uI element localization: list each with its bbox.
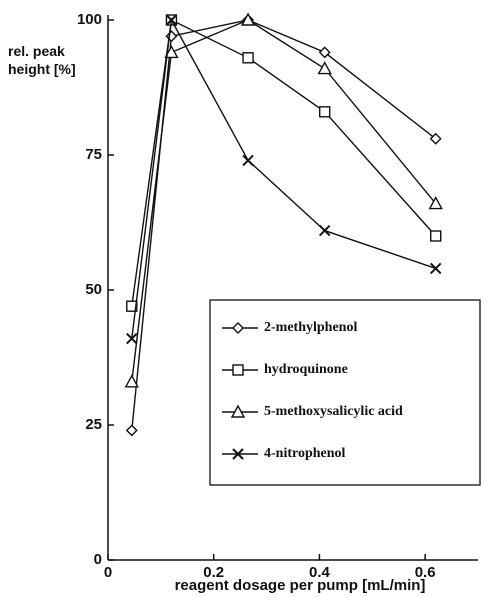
marker-square	[232, 364, 244, 376]
marker-triangle	[124, 374, 139, 388]
marker-triangle	[317, 61, 332, 75]
legend-label: hydroquinone	[264, 362, 348, 377]
x-tick-label: 0	[104, 564, 112, 581]
x-tick-label: 0.6	[415, 564, 436, 581]
legend-label: 4-nitrophenol	[264, 446, 346, 461]
marker-cross	[430, 262, 442, 275]
marker-diamond	[429, 132, 442, 145]
marker-triangle	[164, 44, 179, 59]
y-tick-label: 75	[85, 146, 102, 163]
marker-triangle	[428, 196, 443, 210]
marker-square	[430, 230, 442, 242]
legend-label: 5-methoxysalicylic acid	[264, 404, 403, 419]
marker-square	[242, 52, 254, 64]
marker-cross	[242, 154, 254, 167]
y-tick-label: 25	[85, 416, 102, 433]
series-line	[131, 18, 437, 307]
y-tick-label: 50	[85, 281, 102, 298]
x-tick-label: 0.4	[309, 564, 331, 581]
y-tick-label: 100	[77, 11, 102, 28]
marker-triangle	[240, 12, 256, 26]
marker-cross	[165, 14, 178, 26]
marker-diamond	[165, 30, 178, 43]
marker-diamond	[232, 322, 244, 334]
x-axis-label: reagent dosage per pump [mL/min]	[175, 577, 426, 594]
y-tick-label: 0	[94, 551, 102, 568]
marker-diamond	[125, 424, 138, 437]
series-line	[131, 17, 436, 339]
x-tick-label: 0.2	[203, 564, 224, 581]
marker-cross	[232, 448, 244, 460]
marker-square	[126, 300, 138, 312]
marker-cross	[126, 332, 138, 345]
marker-square	[319, 106, 331, 118]
marker-cross	[319, 224, 331, 237]
marker-triangle	[230, 404, 246, 418]
y-axis-label: rel. peak height [%]	[8, 43, 76, 77]
legend-label: 2-methylphenol	[264, 320, 357, 335]
marker-diamond	[318, 46, 331, 59]
